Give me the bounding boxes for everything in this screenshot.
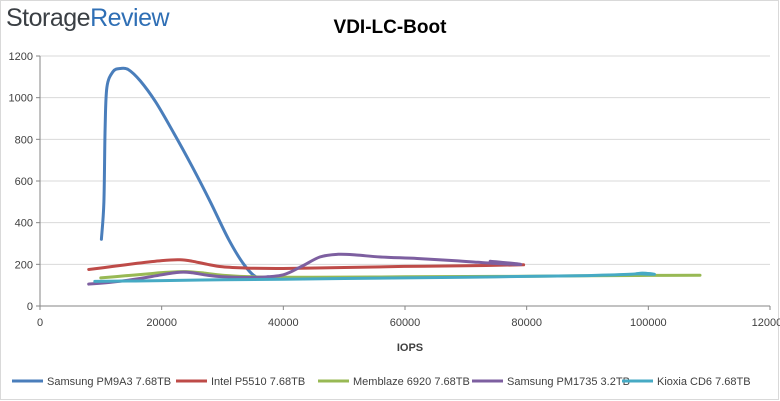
legend-label-samsung-pm9a3-7-68tb: Samsung PM9A3 7.68TB	[47, 376, 171, 388]
y-tick-label-400: 400	[15, 218, 33, 230]
legend-label-intel-p5510-7-68tb: Intel P5510 7.68TB	[211, 376, 305, 388]
y-tick-label-1000: 1000	[9, 93, 33, 105]
x-tick-label-0: 0	[37, 317, 43, 329]
y-tick-label-600: 600	[15, 176, 33, 188]
series-line-samsung-pm1735-3-2tb	[87, 252, 523, 286]
x-axis-ticks: 0 20000 40000 60000 80000 100000 120000	[37, 306, 780, 329]
y-tick-label-800: 800	[15, 134, 33, 146]
x-tick-label-120000: 120000	[752, 317, 780, 329]
series-line-samsung-pm9a3-7-68tb	[99, 66, 270, 280]
series-line-kioxia-cd6-7-68tb	[93, 271, 656, 283]
legend-label-kioxia-cd6-7-68tb: Kioxia CD6 7.68TB	[657, 376, 751, 388]
storagereview-logo: StorageReview	[6, 4, 170, 33]
chart-title: VDI-LC-Boot	[334, 17, 448, 38]
legend-label-memblaze-6920-7-68tb: Memblaze 6920 7.68TB	[353, 376, 470, 388]
logo-text-storage: Storage	[6, 4, 91, 32]
legend-label-samsung-pm1735-3-2tb: Samsung PM1735 3.2TB	[507, 376, 630, 388]
y-tick-label-1200: 1200	[9, 51, 33, 63]
y-axis-ticks: 0 200 400 600 800 1000 1200	[9, 51, 40, 313]
gridlines	[40, 55, 770, 265]
y-tick-label-0: 0	[27, 301, 33, 313]
x-axis-label: IOPS	[397, 342, 423, 354]
x-tick-label-60000: 60000	[390, 317, 421, 329]
x-tick-label-80000: 80000	[511, 317, 542, 329]
x-tick-label-100000: 100000	[630, 317, 667, 329]
data-series	[87, 66, 702, 286]
x-tick-label-20000: 20000	[146, 317, 177, 329]
series-line-intel-p5510-7-68tb	[87, 258, 526, 271]
legend: Samsung PM9A3 7.68TB Intel P5510 7.68TB Me…	[12, 376, 751, 388]
y-tick-label-200: 200	[15, 259, 33, 271]
x-tick-label-40000: 40000	[268, 317, 299, 329]
logo-text-review: Review	[90, 4, 170, 32]
